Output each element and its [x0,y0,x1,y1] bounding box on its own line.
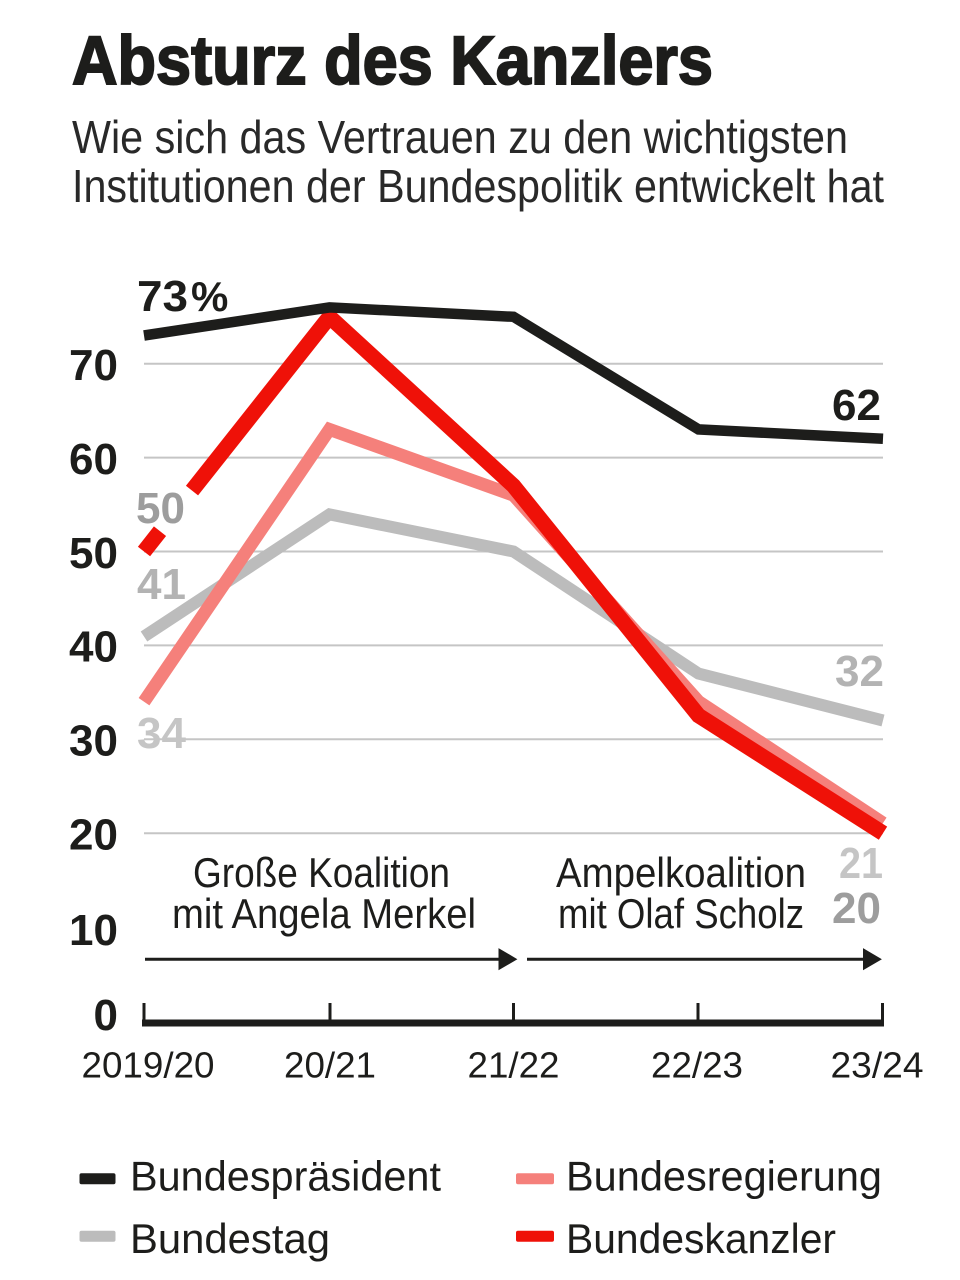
svg-text:21: 21 [839,839,883,888]
svg-text:20: 20 [832,884,881,933]
svg-text:Bundeskanzler: Bundeskanzler [566,1215,836,1262]
svg-text:10: 10 [69,906,118,955]
svg-text:40: 40 [69,623,118,672]
svg-text:30: 30 [69,717,118,766]
svg-text:2019/20: 2019/20 [82,1045,215,1086]
svg-text:Institutionen der Bundespoliti: Institutionen der Bundespolitik entwicke… [72,160,884,212]
svg-text:70: 70 [69,341,118,390]
svg-text:60: 60 [69,435,118,484]
svg-text:20: 20 [69,811,118,860]
svg-text:62: 62 [832,381,881,430]
svg-text:23/24: 23/24 [831,1045,924,1086]
svg-text:41: 41 [137,560,186,609]
svg-text:22/23: 22/23 [651,1045,743,1086]
svg-text:50: 50 [69,529,118,578]
svg-text:mit Olaf Scholz: mit Olaf Scholz [558,890,804,937]
svg-text:20/21: 20/21 [284,1045,376,1086]
svg-text:Ampelkoalition: Ampelkoalition [556,849,806,896]
svg-text:Bundestag: Bundestag [130,1215,330,1262]
svg-text:Wie sich das Vertrauen zu den: Wie sich das Vertrauen zu den wichtigste… [72,111,848,163]
svg-text:Absturz des Kanzlers: Absturz des Kanzlers [72,22,713,99]
svg-text:0: 0 [94,991,118,1040]
svg-text:50: 50 [136,484,185,533]
svg-text:32: 32 [835,647,884,696]
svg-text:mit Angela Merkel: mit Angela Merkel [172,890,476,937]
svg-text:34: 34 [137,709,186,758]
svg-text:73: 73 [137,272,188,321]
svg-text:Bundesregierung: Bundesregierung [566,1153,882,1200]
svg-text:21/22: 21/22 [468,1045,560,1086]
svg-text:Bundespräsident: Bundespräsident [130,1153,441,1200]
svg-text:Große Koalition: Große Koalition [193,849,450,896]
svg-text:%: % [191,273,228,320]
